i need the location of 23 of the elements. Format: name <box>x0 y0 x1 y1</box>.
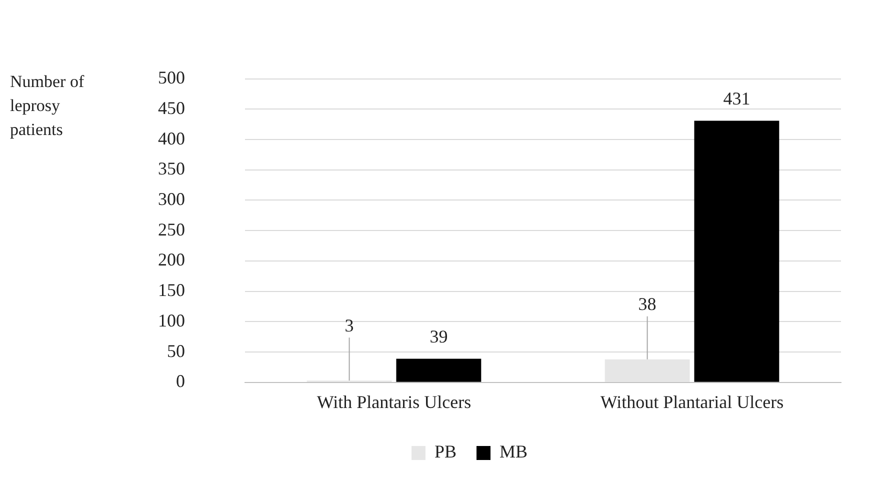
y-tick-label: 350 <box>158 158 185 179</box>
y-tick-label: 200 <box>158 250 185 270</box>
y-tick-label: 500 <box>158 68 185 88</box>
data-label: 431 <box>723 88 750 108</box>
y-tick-label: 300 <box>158 188 185 209</box>
x-tick-label: With Plantaris Ulcers <box>316 392 472 412</box>
y-tick-label: 50 <box>167 340 185 361</box>
data-label: 3 <box>344 315 354 336</box>
x-tick-label: Without Plantarial Ulcers <box>600 392 784 412</box>
bar <box>604 359 690 382</box>
legend-label: PB <box>434 442 457 462</box>
y-tick-label: 100 <box>158 310 185 330</box>
y-tick-label: 150 <box>158 280 185 300</box>
data-label: 39 <box>430 326 448 346</box>
y-tick-label: 400 <box>158 128 185 148</box>
y-axis-title: Number of leprosy patients <box>10 71 86 141</box>
bar <box>694 120 780 382</box>
y-tick-label: 450 <box>158 98 185 118</box>
data-label: 38 <box>638 294 656 314</box>
y-tick-label: 250 <box>158 219 185 240</box>
bar <box>396 358 482 382</box>
y-tick-label: 0 <box>176 371 185 392</box>
legend-label: MB <box>500 442 528 462</box>
